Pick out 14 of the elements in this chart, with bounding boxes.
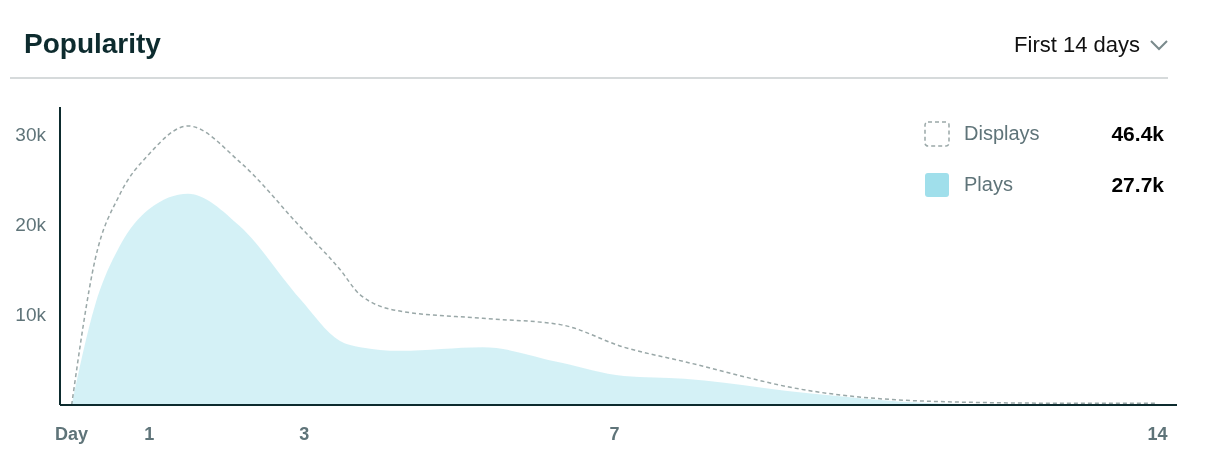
- annotation: 46.4k: [1110, 121, 1164, 146]
- y-tick-label: 10k: [15, 304, 47, 326]
- y-tick-label: 20k: [15, 214, 47, 236]
- legend-label: Displays: [964, 122, 1041, 145]
- legend-label: Plays: [964, 173, 1014, 196]
- x-tick-label: 3: [299, 423, 310, 444]
- y-tick-label: 30k: [15, 123, 47, 145]
- chart-title: Popularity: [24, 28, 161, 60]
- chart-subtitle: First 14 days: [1014, 32, 1140, 58]
- x-tick-label: 7: [609, 423, 620, 444]
- annotation: 27.7k: [1110, 172, 1164, 197]
- x-tick-label: Day: [55, 423, 89, 444]
- x-tick-label: 14: [1147, 423, 1168, 444]
- x-tick-label: 1: [144, 423, 155, 444]
